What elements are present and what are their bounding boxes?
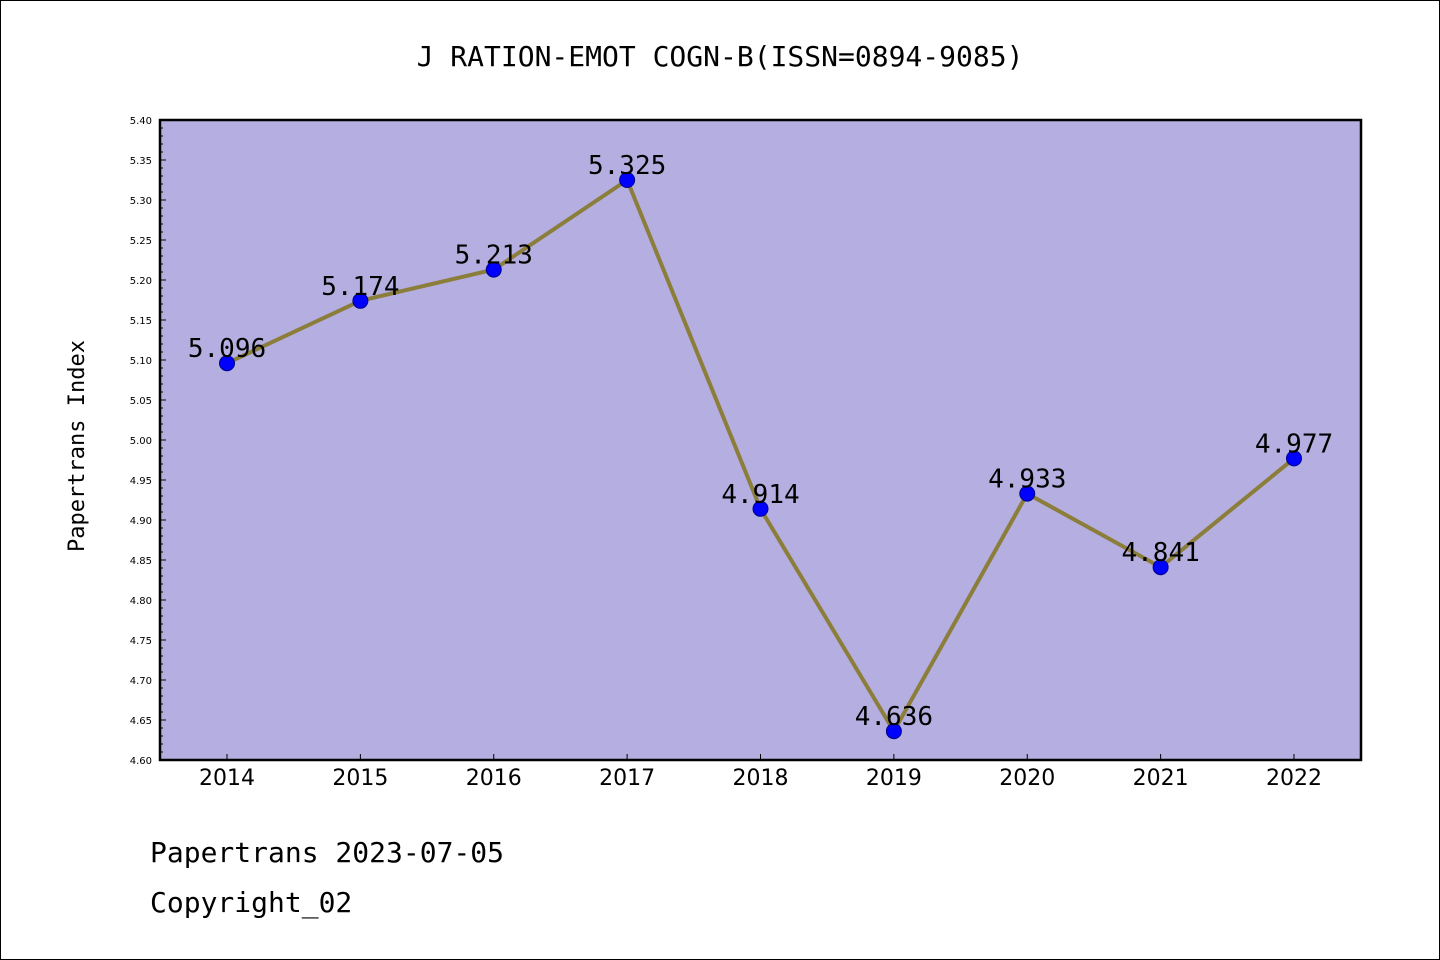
y-tick-label: 5.10 [130, 356, 152, 367]
x-tick-label: 2014 [199, 766, 255, 791]
plot-area: 4.60 4.65 4.70 4.75 4.80 4.85 4.90 4.95 5.00 5.05… [130, 116, 1363, 791]
x-tick-label: 2018 [733, 766, 789, 791]
data-point [619, 172, 636, 188]
x-tick-label: 2015 [332, 766, 388, 791]
y-tick-label: 4.70 [130, 676, 152, 687]
data-label: 4.977 [1255, 429, 1333, 459]
y-tick-label: 5.00 [130, 436, 152, 447]
y-axis-label: Papertrans Index [65, 340, 90, 552]
y-tick-label: 4.90 [130, 516, 152, 527]
data-point [1152, 559, 1169, 576]
y-tick-label: 5.30 [130, 196, 152, 207]
data-label: 4.933 [988, 465, 1066, 495]
x-tick-label: 2017 [599, 766, 655, 791]
data-label: 5.213 [455, 241, 533, 271]
x-tick-label: 2020 [999, 766, 1055, 791]
y-tick-label: 5.20 [130, 276, 152, 287]
plot-background [160, 120, 1361, 760]
data-point [485, 261, 502, 278]
x-tick-label: 2021 [1133, 766, 1189, 791]
y-tick-label: 5.25 [130, 236, 152, 247]
y-tick-label: 4.80 [130, 596, 152, 607]
data-label: 4.841 [1121, 538, 1199, 568]
y-tick-label: 5.40 [130, 116, 152, 127]
data-label: 4.636 [855, 702, 933, 732]
y-tick-label: 5.05 [130, 396, 152, 407]
x-tick-label: 2016 [466, 766, 522, 791]
data-point [885, 723, 902, 740]
footer-date: Papertrans 2023-07-05 [150, 836, 505, 869]
data-point [352, 292, 369, 309]
data-label: 5.174 [321, 272, 399, 302]
plot-border [158, 118, 1363, 762]
x-tick-label: 2022 [1266, 766, 1322, 791]
data-label: 5.325 [588, 151, 666, 181]
data-label: 5.096 [188, 334, 266, 364]
data-point [752, 500, 769, 517]
footer-copyright: Copyright_02 [150, 886, 353, 919]
chart-title: J RATION-EMOT COGN-B(ISSN=0894-9085) [417, 40, 1024, 73]
y-tick-label: 4.85 [130, 556, 152, 567]
y-tick-label: 4.65 [130, 716, 152, 727]
x-tick-label: 2019 [866, 766, 922, 791]
data-label: 4.914 [721, 480, 799, 510]
y-tick-label: 4.75 [130, 636, 152, 647]
data-point [219, 355, 235, 372]
y-tick-label: 4.60 [130, 756, 152, 767]
y-tick-label: 4.95 [130, 476, 152, 487]
y-tick-label: 5.15 [130, 316, 152, 327]
y-tick-label: 5.35 [130, 156, 152, 167]
data-point [1019, 485, 1036, 502]
data-point [1286, 450, 1302, 467]
